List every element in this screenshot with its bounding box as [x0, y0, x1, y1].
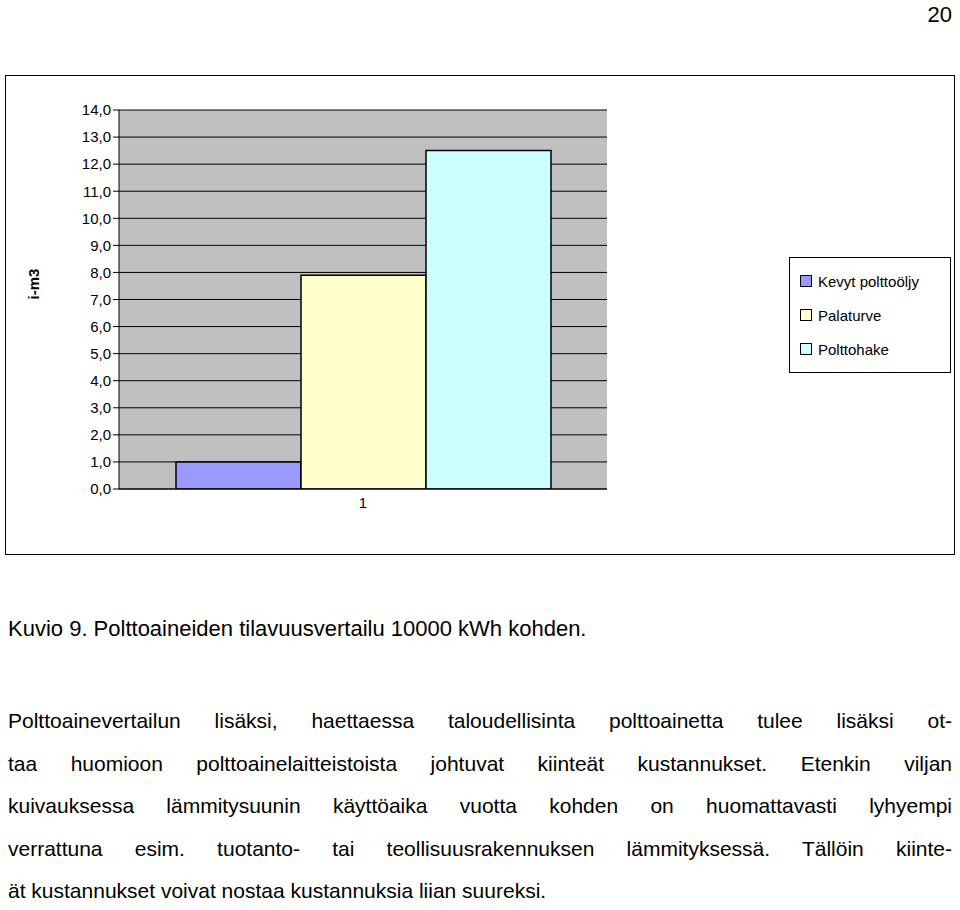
svg-text:4,0: 4,0: [90, 372, 111, 389]
html-text:Polttohake: Polttohake: [818, 340, 889, 358]
svg-text:7,0: 7,0: [90, 291, 111, 308]
svg-text:12,0: 12,0: [82, 155, 111, 172]
svg-text:6,0: 6,0: [90, 318, 111, 335]
html-text:20: 20: [927, 2, 952, 27]
svg-text:0,0: 0,0: [90, 480, 111, 497]
html-text:ät kustannukset voivat nostaa: ät kustannukset voivat nostaa kustannuks…: [8, 879, 547, 902]
svg-text:8,0: 8,0: [90, 264, 111, 281]
svg-text:9,0: 9,0: [90, 237, 111, 254]
svg-text:11,0: 11,0: [83, 183, 111, 200]
html-text:taa huomioon polttoainelaittei: taa huomioon polttoainelaitteistoista jo…: [8, 751, 952, 775]
html-text:Kuvio 9. Polttoaineiden tilavu: Kuvio 9. Polttoaineiden tilavuusvertailu…: [8, 616, 587, 641]
svg-text:10,0: 10,0: [82, 210, 111, 227]
svg-text:1: 1: [359, 494, 367, 511]
html-text:Palaturve: Palaturve: [818, 306, 882, 324]
html-text:kuivauksessa lämmitysuunin käy: kuivauksessa lämmitysuunin käyttöaika vu…: [8, 794, 952, 817]
html-text:Kevyt polttoöljy: Kevyt polttoöljy: [818, 272, 919, 290]
svg-text:14,0: 14,0: [82, 101, 111, 118]
html-text:Polttoainevertailun lisäksi, h: Polttoainevertailun lisäksi, haettaessa …: [8, 709, 952, 732]
svg-text:1,0: 1,0: [90, 453, 111, 470]
svg-text:2,0: 2,0: [90, 426, 111, 443]
svg-text:5,0: 5,0: [90, 345, 111, 362]
html-text:verrattuna esim. tuotanto- tai: verrattuna esim. tuotanto- tai teollisuu…: [8, 836, 952, 860]
svg-text:13,0: 13,0: [82, 128, 111, 145]
svg-text:i-m3: i-m3: [25, 269, 42, 300]
svg-text:3,0: 3,0: [90, 399, 111, 416]
